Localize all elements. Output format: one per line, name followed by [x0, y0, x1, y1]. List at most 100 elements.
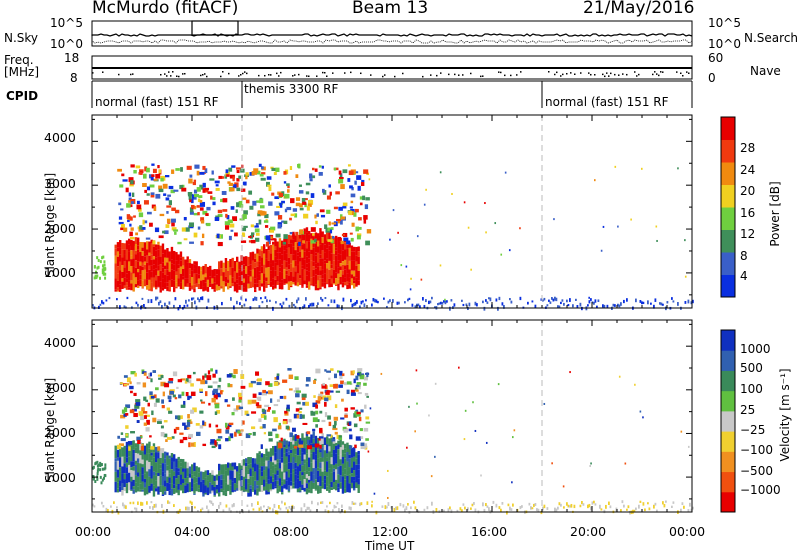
echo-cell — [274, 270, 277, 277]
echo-cell — [299, 243, 302, 252]
echo-cell — [174, 231, 177, 235]
echo-cell — [339, 454, 342, 460]
echo-cell — [214, 180, 220, 184]
echo-cell — [438, 302, 441, 305]
echo-cell — [137, 249, 140, 253]
echo-cell — [260, 471, 264, 477]
echo-cell — [251, 399, 257, 404]
nave-dot — [602, 73, 604, 76]
echo-cell — [243, 210, 248, 215]
echo-cell — [197, 477, 201, 485]
echo-cell — [348, 170, 354, 176]
echo-cell — [164, 463, 167, 474]
echo-cell — [363, 219, 367, 224]
echo-cell — [137, 252, 140, 262]
echo-cell — [215, 369, 218, 374]
echo-cell — [276, 459, 279, 463]
echo-cell — [615, 507, 618, 512]
echo-cell — [315, 220, 318, 225]
echo-cell — [283, 250, 286, 261]
echo-cell — [341, 444, 345, 450]
echo-cell — [513, 429, 516, 432]
echo-cell — [162, 391, 165, 397]
echo-cell — [253, 172, 257, 175]
echo-cell — [328, 260, 331, 270]
echo-cell — [443, 300, 445, 303]
echo-cell — [199, 425, 204, 429]
echo-cell — [303, 463, 306, 472]
echo-cell — [315, 368, 321, 374]
echo-cell — [308, 436, 311, 441]
echo-cell — [337, 236, 342, 240]
echo-cell — [332, 509, 334, 512]
echo-cell — [474, 508, 477, 513]
echo-cell — [690, 508, 693, 512]
echo-cell — [137, 303, 139, 307]
echo-cell — [137, 453, 140, 459]
echo-cell — [140, 435, 143, 439]
echo-cell — [310, 233, 313, 239]
nave-dot — [604, 75, 606, 78]
echo-cell — [262, 389, 266, 393]
echo-cell — [269, 253, 273, 264]
echo-cell — [285, 506, 288, 510]
echo-cell — [143, 482, 147, 488]
nave-dot — [422, 75, 424, 78]
noise-left-bottom-tick: 10^0 — [50, 37, 83, 51]
nave-dot — [166, 75, 168, 77]
echo-cell — [316, 235, 322, 241]
echo-cell — [278, 440, 282, 444]
echo-cell — [369, 407, 372, 410]
echo-cell — [213, 276, 216, 283]
echo-cell — [301, 414, 305, 419]
echo-cell — [330, 368, 334, 371]
echo-cell — [639, 410, 642, 413]
echo-cell — [143, 372, 147, 376]
echo-cell — [193, 268, 196, 274]
echo-cell — [191, 276, 194, 286]
echo-cell — [359, 502, 361, 507]
echo-cell — [236, 484, 239, 488]
echo-cell — [265, 258, 268, 268]
echo-cell — [190, 198, 194, 204]
echo-cell — [99, 475, 102, 479]
echo-cell — [148, 269, 151, 280]
echo-cell — [257, 378, 262, 382]
echo-cell — [229, 223, 235, 228]
echo-cell — [501, 302, 504, 306]
echo-cell — [281, 282, 284, 290]
echo-cell — [295, 202, 301, 207]
y-tick-label: 2000 — [44, 221, 76, 236]
echo-cell — [206, 475, 210, 481]
echo-cell — [276, 470, 279, 476]
echo-cell — [371, 504, 373, 508]
echo-cell — [216, 428, 222, 434]
echo-cell — [278, 252, 282, 260]
echo-cell — [276, 510, 279, 515]
echo-cell — [155, 268, 158, 276]
echo-cell — [146, 478, 149, 487]
echo-cell — [204, 282, 207, 291]
echo-cell — [101, 256, 104, 260]
echo-cell — [193, 189, 198, 194]
echo-cell — [143, 478, 147, 483]
echo-cell — [263, 415, 267, 420]
echo-cell — [350, 473, 354, 477]
echo-cell — [168, 410, 173, 414]
echo-cell — [324, 397, 329, 402]
echo-cell — [161, 258, 165, 263]
power-cb-tick: 20 — [740, 184, 756, 198]
echo-cell — [272, 508, 274, 512]
echo-cell — [290, 508, 292, 511]
echo-cell — [161, 304, 163, 309]
nsearch-line — [91, 39, 693, 44]
echo-cell — [193, 264, 196, 269]
echo-cell — [114, 481, 117, 487]
freq-left-bottom-tick: 8 — [70, 71, 78, 85]
echo-cell — [225, 425, 230, 430]
echo-cell — [141, 502, 144, 506]
echo-cell — [173, 488, 176, 494]
echo-cell — [384, 505, 387, 510]
echo-cell — [254, 267, 257, 279]
echo-cell — [200, 401, 206, 404]
